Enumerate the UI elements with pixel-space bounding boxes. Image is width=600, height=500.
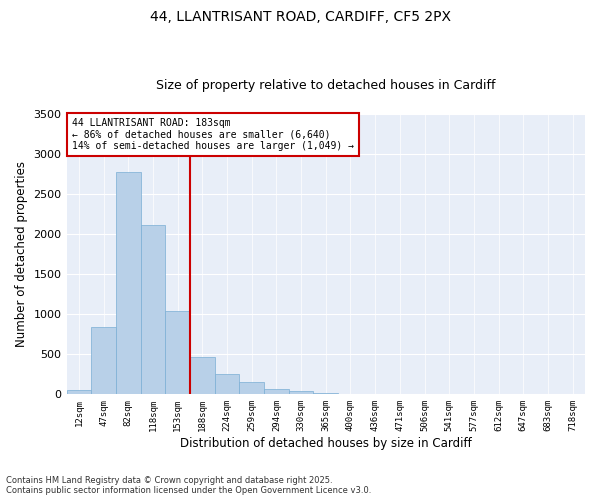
X-axis label: Distribution of detached houses by size in Cardiff: Distribution of detached houses by size … [180, 437, 472, 450]
Text: 44, LLANTRISANT ROAD, CARDIFF, CF5 2PX: 44, LLANTRISANT ROAD, CARDIFF, CF5 2PX [149, 10, 451, 24]
Bar [190, 358, 215, 395]
Title: Size of property relative to detached houses in Cardiff: Size of property relative to detached ho… [156, 79, 496, 92]
Bar [140, 226, 165, 394]
Bar [215, 374, 239, 394]
Text: Contains HM Land Registry data © Crown copyright and database right 2025.
Contai: Contains HM Land Registry data © Crown c… [6, 476, 371, 495]
Bar [313, 393, 338, 394]
Bar [165, 311, 190, 394]
Bar [264, 389, 289, 394]
Text: 44 LLANTRISANT ROAD: 183sqm
← 86% of detached houses are smaller (6,640)
14% of : 44 LLANTRISANT ROAD: 183sqm ← 86% of det… [72, 118, 354, 152]
Y-axis label: Number of detached properties: Number of detached properties [15, 161, 28, 347]
Bar [239, 382, 264, 394]
Bar [116, 172, 140, 394]
Bar [67, 390, 91, 394]
Bar [289, 391, 313, 394]
Bar [91, 327, 116, 394]
